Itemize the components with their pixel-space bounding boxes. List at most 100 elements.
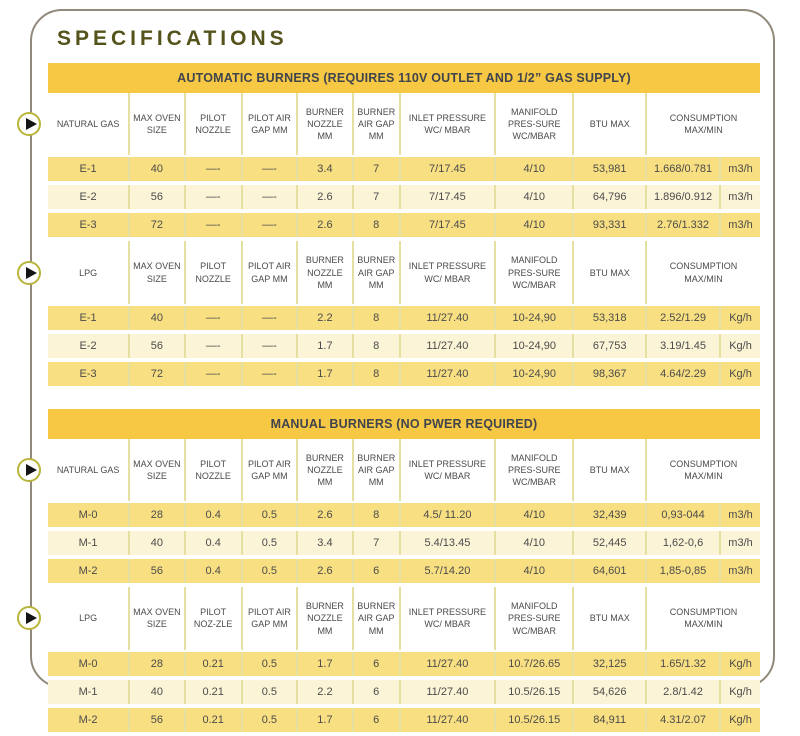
table-row: E-2 56 —- —- 2.6 7 7/17.45 4/10 64,796 1.896/0.91… xyxy=(48,183,760,214)
value-cell: 10.7/26.65 xyxy=(495,650,575,680)
spec-data-table: NATURAL GAS MAX OVEN SIZE PILOT NOZZLE PILO… xyxy=(17,93,760,390)
column-header: PILOT NOZZLE xyxy=(184,93,243,158)
model-cell: E-3 xyxy=(48,211,131,242)
value-cell: 8 xyxy=(352,211,401,242)
model-cell: E-3 xyxy=(48,359,131,390)
play-icon[interactable] xyxy=(17,458,41,483)
table-row: M-0 28 0.21 0.5 1.7 6 11/27.40 10.7/26.65 32,125… xyxy=(48,650,760,680)
value-cell: 1.668/0.781 xyxy=(646,156,722,186)
value-cell: 2.6 xyxy=(297,183,354,214)
unit-cell: m3/h xyxy=(720,211,760,242)
model-cell: M-2 xyxy=(48,705,131,736)
value-cell: —- xyxy=(184,211,243,242)
value-cell: —- xyxy=(184,304,243,334)
value-cell: 2.6 xyxy=(297,211,354,242)
value-cell: 56 xyxy=(129,331,186,362)
column-header: MAX OVEN SIZE xyxy=(129,585,186,652)
column-header-consumption: CONSUMPTION MAX/MIN xyxy=(646,585,760,652)
value-cell: 4/10 xyxy=(495,502,575,532)
column-header: MANIFOLD PRES-SURE WC/MBAR xyxy=(495,239,575,306)
unit-cell: m3/h xyxy=(720,183,760,214)
value-cell: 11/27.40 xyxy=(399,304,497,334)
gas-type-label: NATURAL GAS xyxy=(17,438,131,504)
column-header-consumption: CONSUMPTION MAX/MIN xyxy=(646,239,760,306)
table-row: E-2 56 —- —- 1.7 8 11/27.40 10-24,90 67,753 3.19/… xyxy=(48,331,760,362)
value-cell: 64,601 xyxy=(573,557,648,588)
value-cell: 7/17.45 xyxy=(399,156,497,186)
page-title: SPECIFICATIONS xyxy=(57,27,288,50)
value-cell: —- xyxy=(241,331,299,362)
column-header-consumption: CONSUMPTION MAX/MIN xyxy=(646,438,760,504)
table-title-band: MANUAL BURNERS (NO PWER REQUIRED) xyxy=(48,408,760,439)
column-header: PILOT AIR GAP MM xyxy=(241,239,299,306)
value-cell: 0.4 xyxy=(184,557,243,588)
value-cell: 93,331 xyxy=(573,211,648,242)
column-header: MANIFOLD PRES-SURE WC/MBAR xyxy=(495,585,575,652)
unit-cell: Kg/h xyxy=(720,677,760,708)
value-cell: —- xyxy=(241,156,299,186)
value-cell: 54,626 xyxy=(573,677,648,708)
value-cell: 7/17.45 xyxy=(399,211,497,242)
value-cell: 11/27.40 xyxy=(399,331,497,362)
value-cell: 8 xyxy=(352,359,401,390)
value-cell: —- xyxy=(184,183,243,214)
value-cell: 4/10 xyxy=(495,211,575,242)
value-cell: 0.21 xyxy=(184,650,243,680)
value-cell: 1.7 xyxy=(297,705,354,736)
play-icon[interactable] xyxy=(17,112,41,137)
value-cell: 3.4 xyxy=(297,156,354,186)
value-cell: 6 xyxy=(352,557,401,588)
model-cell: E-1 xyxy=(48,156,131,186)
value-cell: 0.21 xyxy=(184,677,243,708)
column-header: BTU MAX xyxy=(573,93,648,158)
value-cell: 56 xyxy=(129,183,186,214)
column-header: BTU MAX xyxy=(573,438,648,504)
model-cell: M-1 xyxy=(48,529,131,560)
section-header-row: NATURAL GAS MAX OVEN SIZE PILOT NOZZLE PILO… xyxy=(17,438,760,504)
gas-type-label: LPG xyxy=(17,239,131,306)
value-cell: 28 xyxy=(129,650,186,680)
value-cell: 11/27.40 xyxy=(399,359,497,390)
gas-type-label: LPG xyxy=(17,585,131,652)
value-cell: 40 xyxy=(129,156,186,186)
unit-cell: Kg/h xyxy=(720,304,760,334)
value-cell: 1.65/1.32 xyxy=(646,650,722,680)
value-cell: 72 xyxy=(129,359,186,390)
play-triangle-icon xyxy=(25,464,37,477)
value-cell: 8 xyxy=(352,502,401,532)
value-cell: 4.31/2.07 xyxy=(646,705,722,736)
value-cell: 10.5/26.15 xyxy=(495,677,575,708)
table-row: M-0 28 0.4 0.5 2.6 8 4.5/ 11.20 4/10 32,439 0,93-… xyxy=(48,502,760,532)
table-row: M-2 56 0.4 0.5 2.6 6 5.7/14.20 4/10 64,601 1,85-0… xyxy=(48,557,760,588)
spec-table-1: MANUAL BURNERS (NO PWER REQUIRED) NATURAL… xyxy=(17,408,760,736)
value-cell: 10-24,90 xyxy=(495,304,575,334)
column-header: INLET PRESSURE WC/ MBAR xyxy=(399,585,497,652)
table-row: M-2 56 0.21 0.5 1.7 6 11/27.40 10.5/26.15 84,911… xyxy=(48,705,760,736)
play-icon[interactable] xyxy=(17,606,41,631)
spec-sheet: SPECIFICATIONS AUTOMATIC BURNERS (REQUIR… xyxy=(17,9,775,736)
value-cell: —- xyxy=(241,304,299,334)
table-row: M-1 40 0.4 0.5 3.4 7 5.4/13.45 4/10 52,445 1,62-0… xyxy=(48,529,760,560)
value-cell: 10-24,90 xyxy=(495,331,575,362)
unit-cell: Kg/h xyxy=(720,705,760,736)
play-icon[interactable] xyxy=(17,260,41,285)
value-cell: 7/17.45 xyxy=(399,183,497,214)
value-cell: 7 xyxy=(352,529,401,560)
value-cell: 40 xyxy=(129,529,186,560)
value-cell: 2.52/1.29 xyxy=(646,304,722,334)
spec-table-0: AUTOMATIC BURNERS (REQUIRES 110V OUTLET … xyxy=(17,63,760,390)
value-cell: 5.7/14.20 xyxy=(399,557,497,588)
column-header: PILOT NOZ-ZLE xyxy=(184,585,243,652)
value-cell: 28 xyxy=(129,502,186,532)
value-cell: 64,796 xyxy=(573,183,648,214)
value-cell: 5.4/13.45 xyxy=(399,529,497,560)
value-cell: 72 xyxy=(129,211,186,242)
play-triangle-icon xyxy=(25,118,37,131)
value-cell: 0.4 xyxy=(184,502,243,532)
value-cell: 1.896/0.912 xyxy=(646,183,722,214)
column-header: BURNER AIR GAP MM xyxy=(352,438,401,504)
value-cell: 52,445 xyxy=(573,529,648,560)
unit-cell: m3/h xyxy=(720,156,760,186)
table-row: E-1 40 —- —- 3.4 7 7/17.45 4/10 53,981 1.668/0.78… xyxy=(48,156,760,186)
column-header: INLET PRESSURE WC/ MBAR xyxy=(399,239,497,306)
